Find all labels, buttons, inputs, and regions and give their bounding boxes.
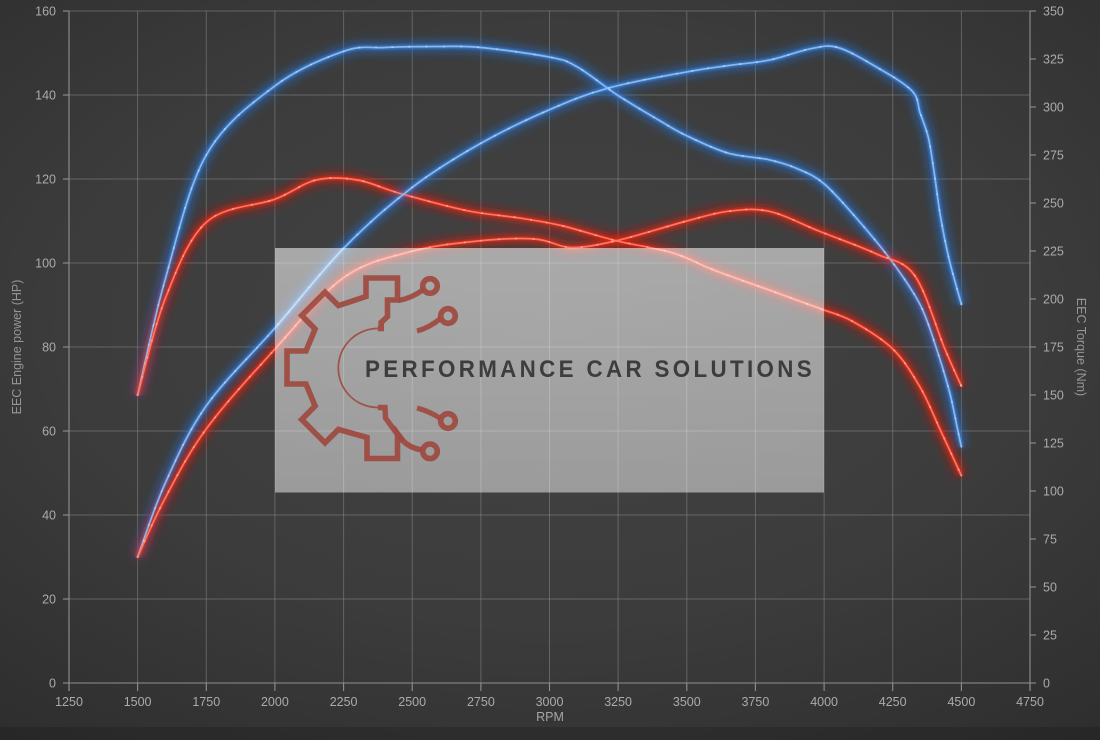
svg-text:3250: 3250: [604, 695, 632, 709]
svg-text:1500: 1500: [124, 695, 152, 709]
svg-text:160: 160: [35, 4, 56, 18]
svg-text:2750: 2750: [467, 695, 495, 709]
svg-text:350: 350: [1043, 4, 1064, 18]
svg-text:140: 140: [35, 88, 56, 102]
svg-text:1750: 1750: [192, 695, 220, 709]
svg-text:20: 20: [42, 592, 56, 606]
svg-text:80: 80: [42, 340, 56, 354]
svg-text:3750: 3750: [741, 695, 769, 709]
svg-text:175: 175: [1043, 340, 1064, 354]
svg-text:120: 120: [35, 172, 56, 186]
svg-text:50: 50: [1043, 580, 1057, 594]
svg-text:40: 40: [42, 508, 56, 522]
svg-text:25: 25: [1043, 628, 1057, 642]
svg-text:300: 300: [1043, 100, 1064, 114]
svg-text:200: 200: [1043, 292, 1064, 306]
svg-text:2250: 2250: [330, 695, 358, 709]
svg-text:100: 100: [1043, 484, 1064, 498]
svg-text:250: 250: [1043, 196, 1064, 210]
svg-text:75: 75: [1043, 532, 1057, 546]
svg-text:275: 275: [1043, 148, 1064, 162]
svg-text:100: 100: [35, 256, 56, 270]
svg-text:3000: 3000: [536, 695, 564, 709]
svg-text:4750: 4750: [1016, 695, 1044, 709]
svg-text:1250: 1250: [55, 695, 83, 709]
svg-text:0: 0: [1043, 676, 1050, 690]
svg-text:3500: 3500: [673, 695, 701, 709]
svg-text:4250: 4250: [879, 695, 907, 709]
svg-text:EEC Torque (Nm): EEC Torque (Nm): [1074, 298, 1088, 396]
svg-text:225: 225: [1043, 244, 1064, 258]
svg-text:150: 150: [1043, 388, 1064, 402]
svg-text:4500: 4500: [947, 695, 975, 709]
svg-text:4000: 4000: [810, 695, 838, 709]
svg-text:0: 0: [49, 676, 56, 690]
svg-text:2500: 2500: [398, 695, 426, 709]
svg-text:PERFORMANCE CAR SOLUTIONS: PERFORMANCE CAR SOLUTIONS: [365, 356, 815, 383]
svg-text:125: 125: [1043, 436, 1064, 450]
svg-text:325: 325: [1043, 52, 1064, 66]
svg-text:EEC Engine power (HP): EEC Engine power (HP): [10, 280, 24, 415]
svg-text:RPM: RPM: [536, 710, 564, 724]
svg-text:2000: 2000: [261, 695, 289, 709]
svg-text:60: 60: [42, 424, 56, 438]
